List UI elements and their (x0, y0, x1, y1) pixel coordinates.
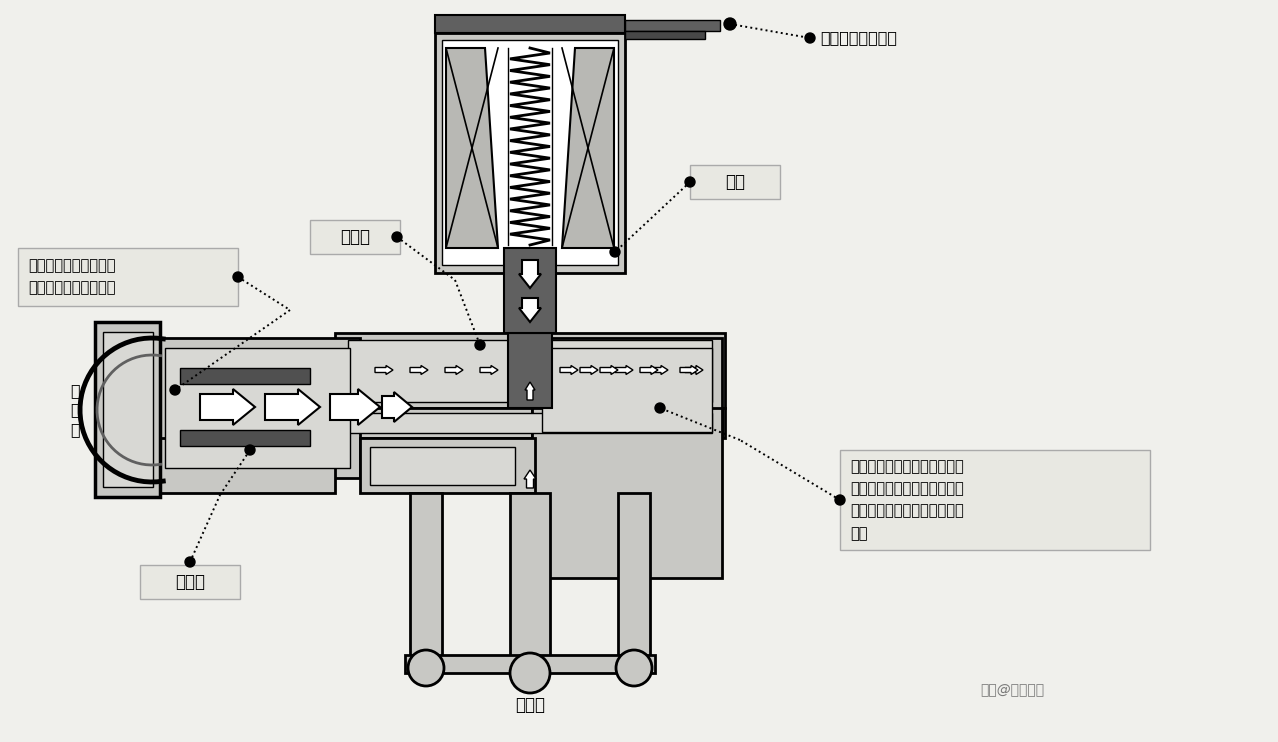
Circle shape (685, 177, 695, 187)
Circle shape (725, 19, 735, 29)
Bar (360, 438, 535, 493)
FancyArrow shape (410, 366, 428, 375)
Bar (410, 493, 442, 668)
Circle shape (392, 232, 403, 242)
Bar (348, 413, 712, 433)
FancyArrow shape (599, 366, 619, 375)
FancyArrow shape (445, 366, 463, 375)
Text: 进水电磁阀未通电: 进水电磁阀未通电 (820, 30, 897, 45)
Circle shape (408, 650, 443, 686)
FancyArrow shape (640, 366, 658, 375)
FancyArrow shape (560, 366, 578, 375)
Bar (155, 438, 335, 493)
Circle shape (245, 445, 256, 455)
Bar (690, 165, 780, 199)
Bar (507, 333, 552, 408)
Circle shape (185, 557, 196, 567)
FancyArrow shape (525, 382, 535, 400)
Bar (504, 248, 556, 333)
Bar (335, 333, 725, 408)
Circle shape (610, 247, 620, 257)
Bar (840, 450, 1150, 550)
FancyArrow shape (519, 298, 541, 322)
Bar (180, 430, 311, 446)
FancyArrow shape (580, 366, 598, 375)
Bar (532, 408, 722, 578)
FancyArrow shape (519, 260, 541, 288)
FancyArrow shape (524, 470, 535, 488)
FancyArrow shape (330, 389, 380, 425)
FancyArrow shape (481, 366, 498, 375)
Text: 头条@维修人家: 头条@维修人家 (980, 683, 1044, 697)
Circle shape (835, 495, 845, 505)
FancyArrow shape (382, 392, 412, 422)
Bar (532, 338, 722, 438)
Bar (95, 322, 160, 497)
Bar (180, 368, 311, 384)
Bar (435, 33, 625, 273)
Bar (405, 655, 656, 673)
FancyArrow shape (199, 389, 256, 425)
Text: 橡胶阀和塑料盘在弹簧弹力、
铁心重力和水压压力的共同作
用下，紧紧地压在出水口的管
道口: 橡胶阀和塑料盘在弹簧弹力、 铁心重力和水压压力的共同作 用下，紧紧地压在出水口的… (850, 459, 964, 541)
Text: 进水腔: 进水腔 (175, 573, 204, 591)
Bar (510, 493, 550, 668)
Text: 铁心: 铁心 (725, 173, 745, 191)
FancyArrow shape (374, 366, 394, 375)
Circle shape (170, 385, 180, 395)
Bar (165, 348, 350, 468)
Circle shape (475, 340, 484, 350)
Bar (371, 447, 515, 485)
Bar (311, 220, 400, 254)
Bar (625, 31, 705, 39)
Text: 出水口: 出水口 (515, 696, 544, 714)
Bar (141, 565, 240, 599)
Circle shape (616, 650, 652, 686)
Bar (542, 348, 712, 432)
Polygon shape (446, 48, 498, 248)
FancyArrow shape (615, 366, 633, 375)
Bar (619, 493, 651, 668)
Text: 进
水
口: 进 水 口 (70, 383, 79, 437)
Circle shape (656, 403, 665, 413)
Text: 控制腔: 控制腔 (340, 228, 371, 246)
Bar (155, 338, 360, 478)
Polygon shape (562, 48, 613, 248)
FancyArrow shape (685, 366, 703, 375)
Circle shape (233, 272, 243, 282)
Bar (348, 340, 712, 402)
Bar (104, 332, 153, 487)
Text: 水由进水腔流入，通过
加压孔流入到控制腔内: 水由进水腔流入，通过 加压孔流入到控制腔内 (28, 258, 115, 295)
Bar (435, 15, 625, 33)
Bar (335, 408, 725, 438)
Bar (442, 40, 619, 265)
Circle shape (510, 653, 550, 693)
Circle shape (805, 33, 815, 43)
Circle shape (725, 18, 736, 30)
FancyArrow shape (265, 389, 320, 425)
Bar (625, 20, 720, 31)
Bar (18, 248, 238, 306)
FancyArrow shape (651, 366, 668, 375)
FancyArrow shape (680, 366, 698, 375)
